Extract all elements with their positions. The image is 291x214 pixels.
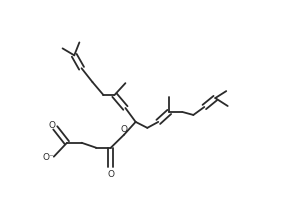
Text: O: O [120,125,127,134]
Text: O: O [49,121,56,130]
Text: O⁻: O⁻ [43,153,55,162]
Text: O: O [107,170,114,179]
